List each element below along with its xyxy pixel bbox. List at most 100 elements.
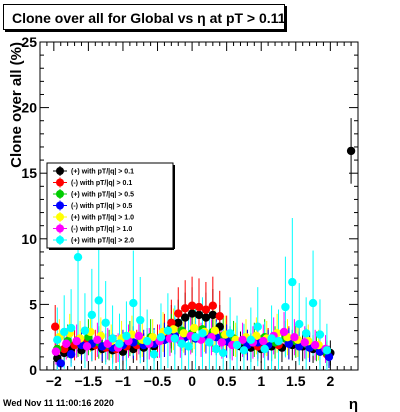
data-point bbox=[288, 277, 297, 287]
data-point bbox=[170, 334, 180, 343]
data-point bbox=[290, 333, 299, 342]
x-tick-label: −1.5 bbox=[75, 373, 103, 389]
data-point bbox=[93, 335, 102, 345]
data-point bbox=[281, 302, 290, 312]
data-point bbox=[134, 331, 144, 341]
data-point bbox=[212, 344, 221, 354]
data-point bbox=[129, 298, 138, 308]
data-point bbox=[194, 302, 204, 312]
data-point bbox=[177, 339, 186, 348]
legend-marker bbox=[56, 167, 64, 175]
data-point bbox=[322, 346, 332, 355]
data-point bbox=[201, 313, 211, 322]
data-point bbox=[308, 298, 318, 308]
x-tick-label: 0.5 bbox=[217, 373, 237, 389]
legend-marker bbox=[56, 236, 64, 244]
data-point bbox=[300, 338, 309, 347]
y-tick-label: 10 bbox=[21, 231, 37, 247]
data-point bbox=[149, 350, 159, 359]
data-point bbox=[62, 339, 71, 348]
data-point bbox=[180, 313, 190, 322]
data-point bbox=[225, 329, 235, 338]
data-point bbox=[205, 338, 214, 347]
legend-marker bbox=[56, 213, 64, 221]
data-point bbox=[218, 348, 228, 358]
legend-entry: (+) with pT/|q| > 2.0 bbox=[71, 238, 134, 245]
y-tick-label: 20 bbox=[21, 100, 37, 116]
data-point bbox=[179, 329, 188, 338]
data-point bbox=[187, 309, 197, 318]
data-point bbox=[201, 305, 211, 314]
data-point bbox=[108, 334, 117, 343]
data-point bbox=[174, 318, 183, 327]
data-point bbox=[198, 329, 207, 338]
x-tick-label: −2 bbox=[46, 373, 62, 389]
data-point bbox=[238, 335, 247, 345]
data-point bbox=[217, 338, 227, 347]
x-tick-label: 1 bbox=[257, 373, 265, 389]
data-point bbox=[267, 334, 276, 343]
data-point bbox=[59, 327, 69, 337]
data-point bbox=[51, 322, 60, 331]
x-tick-label: −0.5 bbox=[144, 373, 172, 389]
chart-title-box: Clone over all for Global vs η at pT > 0… bbox=[3, 4, 285, 30]
data-point bbox=[156, 333, 166, 342]
x-tick-label: 1.5 bbox=[286, 373, 306, 389]
y-tick-label: 15 bbox=[21, 165, 37, 181]
legend-marker bbox=[56, 190, 64, 198]
y-axis-title: Clone over all (%) bbox=[8, 42, 25, 168]
data-point bbox=[253, 322, 262, 331]
data-point bbox=[210, 326, 220, 335]
data-point bbox=[66, 350, 76, 359]
timestamp-footer: Wed Nov 11 11:00:16 2020 bbox=[3, 398, 114, 408]
x-axis-title: η bbox=[349, 396, 358, 412]
data-point bbox=[142, 336, 152, 346]
y-tick-label: 0 bbox=[29, 362, 37, 378]
data-point bbox=[51, 347, 61, 356]
data-point bbox=[284, 339, 294, 348]
data-point bbox=[94, 296, 103, 305]
data-point bbox=[87, 310, 97, 320]
data-point bbox=[184, 342, 193, 351]
data-point bbox=[246, 335, 256, 345]
legend-box bbox=[46, 162, 174, 249]
legend-entry: (-) with pT/|q| > 0.1 bbox=[71, 180, 132, 187]
legend-marker bbox=[56, 201, 64, 210]
data-point bbox=[310, 340, 320, 350]
data-point bbox=[73, 252, 83, 262]
data-point bbox=[101, 318, 110, 327]
data-point bbox=[187, 301, 197, 310]
data-point bbox=[232, 340, 242, 350]
data-point bbox=[82, 342, 92, 351]
y-tick-label: 25 bbox=[21, 34, 37, 50]
data-point bbox=[72, 336, 81, 346]
data-point bbox=[136, 315, 145, 325]
data-point bbox=[315, 330, 325, 339]
x-tick-label: 0 bbox=[188, 373, 196, 389]
data-point bbox=[80, 326, 90, 335]
data-point bbox=[274, 336, 283, 346]
legend-marker bbox=[56, 178, 64, 187]
data-point bbox=[167, 318, 176, 327]
data-point bbox=[215, 312, 224, 321]
legend-entry: (+) with pT/|q| > 0.5 bbox=[71, 192, 134, 199]
data-point bbox=[301, 329, 311, 338]
legend-entry: (+) with pT/|q| > 1.0 bbox=[71, 215, 134, 222]
legend-marker bbox=[56, 224, 64, 233]
legend-entry: (-) with pT/|q| > 0.5 bbox=[71, 203, 132, 210]
y-tick-label: 5 bbox=[29, 296, 37, 312]
data-point bbox=[239, 346, 249, 355]
x-tick-label: 2 bbox=[326, 373, 334, 389]
data-point bbox=[163, 326, 173, 335]
data-point bbox=[122, 331, 131, 341]
data-point bbox=[174, 309, 183, 318]
data-point bbox=[279, 327, 289, 337]
data-point bbox=[56, 359, 65, 368]
data-point bbox=[180, 304, 190, 313]
data-point bbox=[189, 323, 199, 333]
data-point bbox=[346, 146, 356, 156]
legend-entry: (+) with pT/|q| > 0.1 bbox=[71, 169, 134, 176]
legend-entry: (-) with pT/|q| > 1.0 bbox=[71, 226, 132, 233]
data-point bbox=[260, 344, 269, 354]
